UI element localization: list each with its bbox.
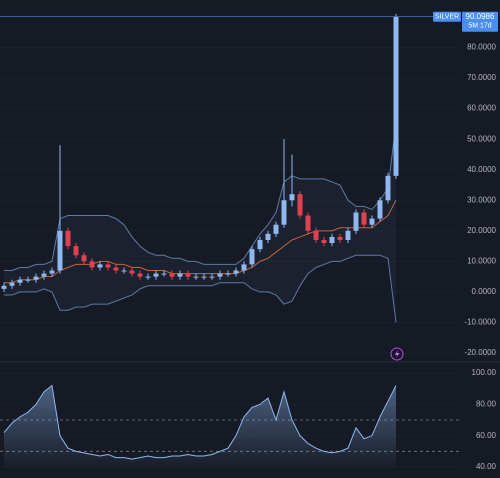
candle-body [41,273,47,277]
candle-body [137,273,143,277]
candle-body [377,200,383,219]
candle-body [361,212,367,225]
band-fill [4,123,396,323]
candle-body [97,264,103,268]
candle-body [145,276,151,278]
y-tick-label: -10.0000 [464,318,496,327]
candle-body [265,233,271,240]
candle-body [217,273,223,277]
candle-body [49,270,55,274]
candle-body [297,194,303,216]
symbol-label: SILVER [435,14,459,21]
candle-body [321,239,327,244]
candle-body [305,215,311,231]
candle-body [105,264,111,268]
candle-body [225,273,231,275]
symbol-label-box [433,11,461,22]
candle-body [233,270,239,274]
candle-body [121,270,127,272]
candle-body [257,239,263,250]
candle-body [185,273,191,277]
candle-body [57,230,63,271]
candle-body [273,224,279,234]
y-tick-label: 40.00 [476,462,497,471]
y-tick-label: 80.0000 [467,43,496,52]
middle-band [4,200,397,284]
candle-body [73,246,79,256]
y-tick-label: 50.0000 [467,134,496,143]
candle-body [241,264,247,271]
candle-body [201,276,207,278]
candle-body [1,285,7,289]
candle-body [17,279,23,283]
y-tick-label: 100.00 [472,368,497,377]
candle-body [129,270,135,274]
candle-body [193,276,199,278]
y-tick-label: 30.0000 [467,195,496,204]
candle-body [33,276,39,280]
candle-body [385,175,391,201]
y-tick-label: 80.00 [476,399,497,408]
upper-band [4,123,397,272]
candle-body [81,255,87,262]
price-label-box [462,11,498,32]
y-tick-label: 60.00 [476,431,497,440]
y-tick-label: -20.0000 [464,348,496,357]
y-tick-label: 10.0000 [467,256,496,265]
candle-body [249,249,255,265]
y-tick-label: 60.0000 [467,104,496,113]
candle-body [281,200,287,225]
lightning-icon [390,347,404,361]
candle-body [153,273,159,277]
y-tick-label: 20.0000 [467,226,496,235]
candle-body [113,267,119,271]
candle-body [65,230,71,247]
candle-body [161,273,167,275]
candle-body [289,194,295,201]
candle-body [369,218,375,225]
last-price-label: 90.0986 [466,12,495,21]
candle-body [169,273,175,277]
candle-body [337,236,343,240]
candle-body [177,273,183,277]
candle-body [89,261,95,268]
candle-body [9,282,15,286]
candle-body [313,230,319,240]
y-tick-label: 70.0000 [467,73,496,82]
candle-body [345,230,351,240]
candle-body [393,17,399,176]
candle-body [209,276,215,278]
lower-band [4,254,397,323]
candle-body [25,279,31,281]
candle-body [353,212,359,231]
countdown-label: 5M 17d [468,23,491,30]
y-tick-label: 0.0000 [472,287,497,296]
rsi-line [3,384,397,460]
rsi-area [4,385,396,467]
candle-body [329,236,335,244]
y-tick-label: 40.0000 [467,165,496,174]
